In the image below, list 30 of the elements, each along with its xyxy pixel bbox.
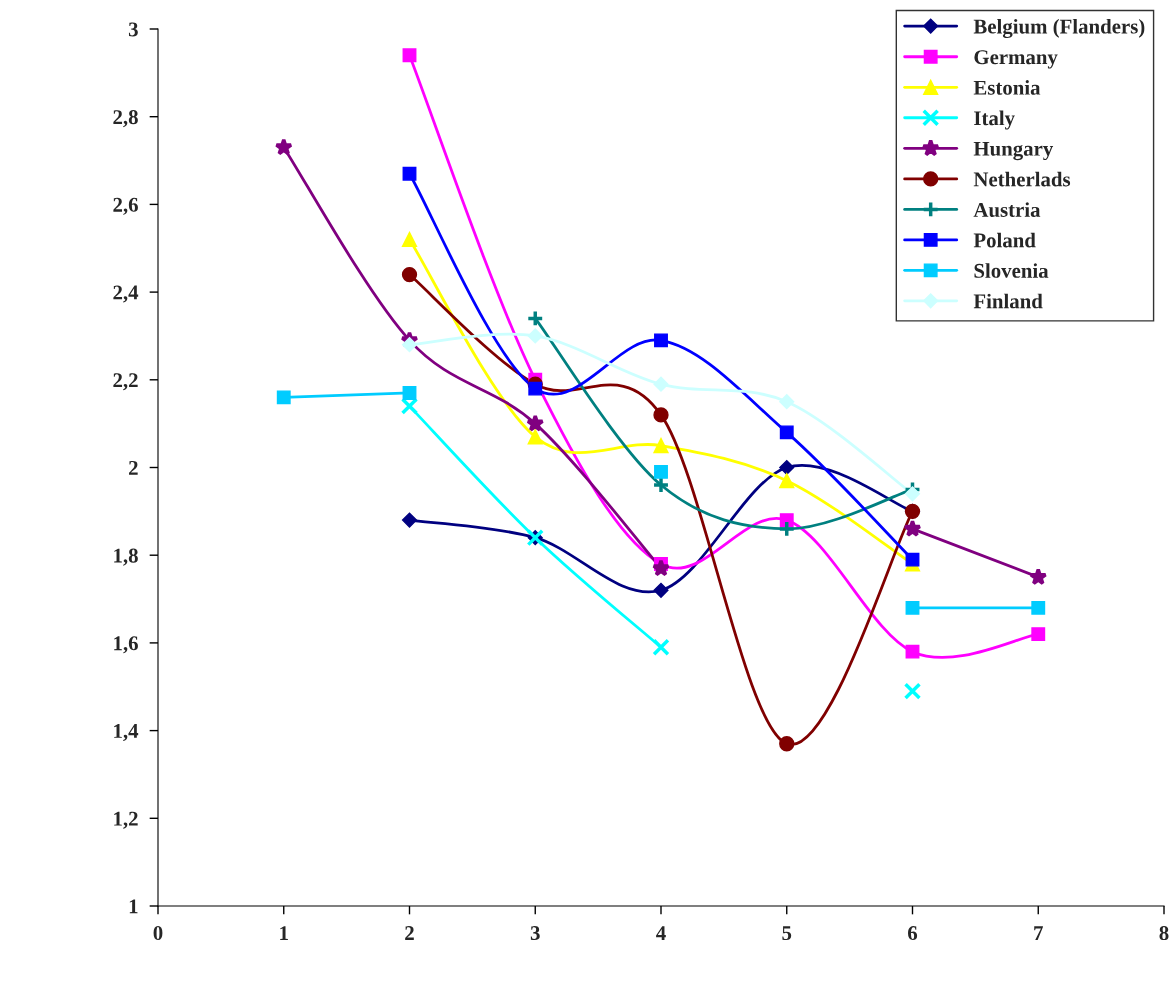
legend-label: Austria [973,202,1041,217]
legend-label: Belgium (Flanders) [973,18,1145,38]
x-tick-label: 6 [908,926,918,941]
y-tick-label: 1,2 [114,811,138,829]
x-tick-label: 4 [656,926,666,940]
legend-label: Italy [974,110,1015,130]
legend-label: Netherlads [973,171,1071,187]
legend-label: Poland [973,232,1036,248]
y-tick-label: 1,4 [114,724,139,742]
legend-label: Germany [974,50,1058,69]
y-tick-label: 3 [128,22,138,37]
x-tick-label: 1 [280,926,288,940]
x-tick-label: 8 [1159,926,1169,941]
y-tick-label: 1 [129,899,138,914]
legend-label: Hungary [973,141,1054,161]
y-tick-label: 1,8 [114,548,138,566]
y-tick-label: 2 [129,460,138,475]
y-tick-label: 2,6 [113,197,138,215]
x-tick-label: 3 [530,926,540,941]
legend-label: Slovenia [974,263,1049,278]
x-tick-label: 0 [153,926,163,941]
legend-label: Finland [973,293,1043,309]
x-tick-label: 2 [405,926,414,940]
x-tick-label: 5 [782,926,792,941]
y-tick-label: 1,6 [114,636,138,654]
y-tick-label: 2,2 [113,373,138,391]
y-tick-label: 2,8 [113,110,138,128]
y-tick-label: 2,4 [113,285,139,303]
legend-label: Estonia [973,80,1041,95]
x-tick-label: 7 [1034,926,1043,940]
